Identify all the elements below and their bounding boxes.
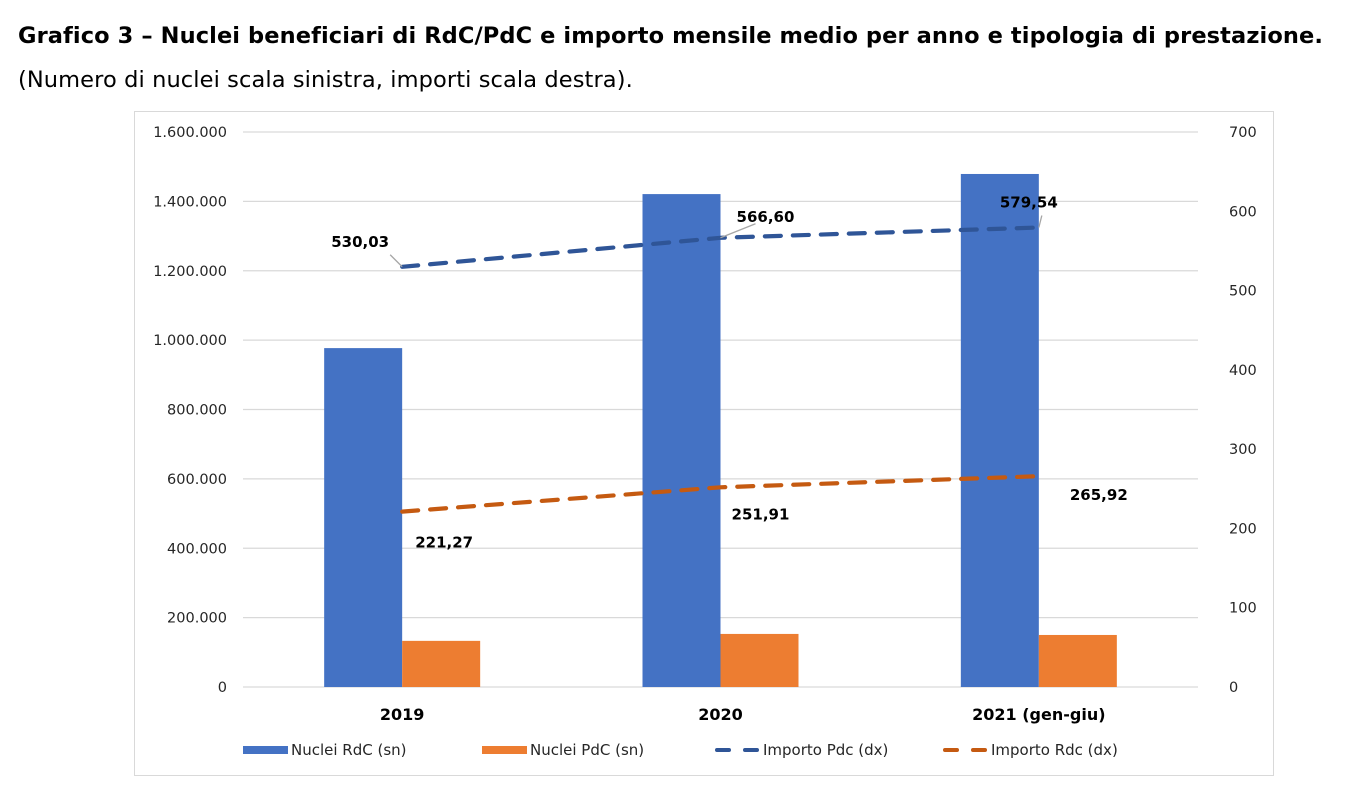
legend-label: Nuclei RdC (sn) [291, 741, 407, 759]
lines [400, 225, 1041, 514]
right-tick-label: 700 [1229, 125, 1257, 141]
left-tick-label: 1.400.000 [153, 194, 227, 210]
legend: Nuclei RdC (sn) Nuclei PdC (sn) Importo Pd… [243, 741, 1118, 759]
chart-frame [134, 111, 1274, 776]
legend-swatch [482, 746, 527, 754]
right-axis-ticks: 0 100 200 300 400 500 600 700 [1229, 125, 1257, 696]
leader-line [1038, 215, 1043, 228]
data-labels: 530,03 566,60 579,54 221,27 251,91 265,92 [331, 194, 1128, 552]
right-tick-label: 300 [1229, 442, 1257, 458]
legend-item: Importo Pdc (dx) [715, 741, 888, 759]
data-label-importo-rdc: 251,91 [732, 505, 790, 523]
right-tick-label: 100 [1229, 601, 1257, 617]
left-axis-ticks: 0 200.000 400.000 600.000 800.000 1.000.000 1.… [153, 125, 227, 696]
legend-swatch [243, 746, 288, 754]
data-label-importo-pdc: 530,03 [331, 233, 389, 251]
x-tick-label: 2021 (gen-giu) [972, 705, 1105, 724]
line-importo-rdc-dx [400, 474, 1041, 514]
right-tick-label: 200 [1229, 521, 1257, 537]
legend-item: Importo Rdc (dx) [943, 741, 1118, 759]
left-tick-label: 1.200.000 [153, 264, 227, 280]
left-tick-label: 1.000.000 [153, 333, 227, 349]
legend-label: Importo Pdc (dx) [763, 741, 888, 759]
bar-nuclei-rdc-sn-2 [960, 173, 1039, 688]
left-tick-label: 400.000 [167, 541, 227, 557]
legend-item: Nuclei RdC (sn) [243, 741, 407, 759]
legend-item: Nuclei PdC (sn) [482, 741, 644, 759]
data-label-importo-pdc: 566,60 [737, 208, 795, 226]
left-tick-label: 600.000 [167, 472, 227, 488]
x-axis-ticks: 2019 2020 2021 (gen-giu) [380, 705, 1106, 724]
chart-caption: Grafico 3 – Nuclei beneficiari di RdC/Pd… [18, 14, 1358, 102]
line-importo-pdc-dx [400, 225, 1041, 269]
bar-nuclei-pdc-sn-1 [720, 633, 799, 687]
bar-nuclei-rdc-sn-1 [642, 194, 721, 687]
caption-bold: Grafico 3 – Nuclei beneficiari di RdC/Pd… [18, 23, 1315, 49]
bar-nuclei-rdc-sn-0 [324, 348, 403, 687]
leader-line [389, 254, 403, 268]
data-label-importo-rdc: 221,27 [415, 534, 473, 552]
x-tick-label: 2019 [380, 705, 425, 724]
data-label-importo-pdc: 579,54 [1000, 194, 1058, 212]
caption-note: (Numero di nuclei scala sinistra, import… [18, 67, 633, 93]
right-tick-label: 400 [1229, 363, 1257, 379]
bar-nuclei-pdc-sn-0 [402, 640, 481, 687]
data-label-importo-rdc: 265,92 [1070, 486, 1128, 504]
left-tick-label: 1.600.000 [153, 125, 227, 141]
legend-label: Nuclei PdC (sn) [530, 741, 644, 759]
right-tick-label: 0 [1229, 680, 1238, 696]
right-tick-label: 600 [1229, 204, 1257, 220]
bar-nuclei-pdc-sn-2 [1038, 634, 1117, 687]
legend-label: Importo Rdc (dx) [991, 741, 1118, 759]
left-tick-label: 0 [218, 680, 227, 696]
leader-line [720, 223, 756, 239]
caption-bold-end: . [1314, 23, 1324, 49]
right-tick-label: 500 [1229, 284, 1257, 300]
bars [324, 173, 1117, 688]
left-tick-label: 800.000 [167, 403, 227, 419]
left-tick-label: 200.000 [167, 611, 227, 627]
x-tick-label: 2020 [698, 705, 743, 724]
